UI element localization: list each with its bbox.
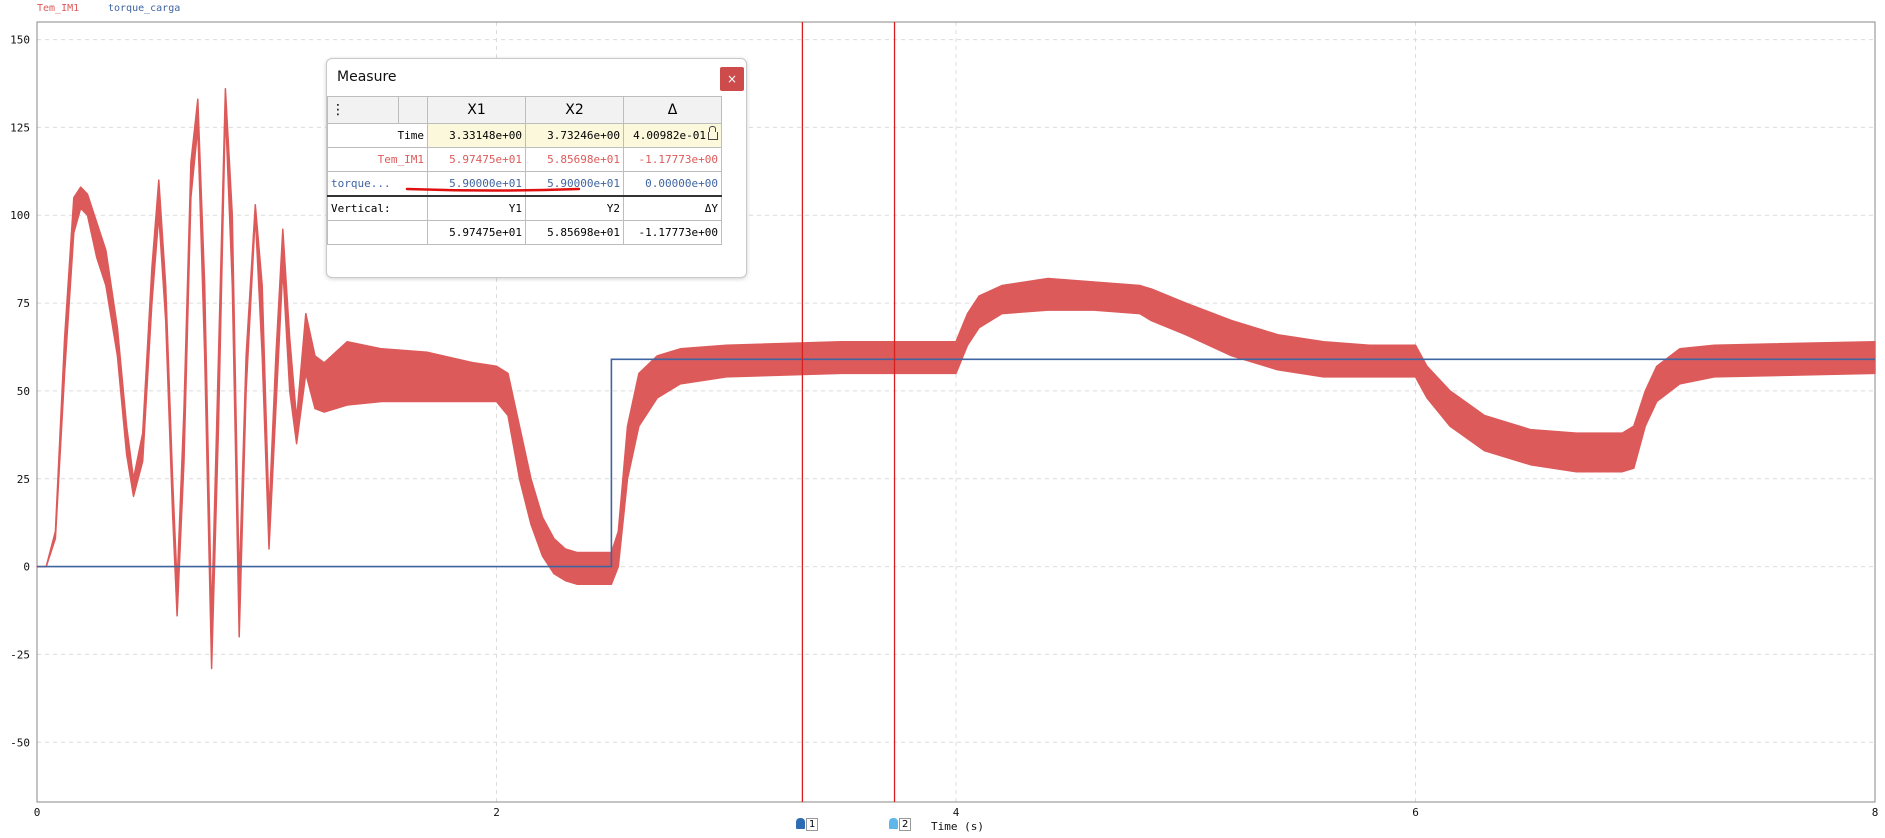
row-label: Tem_IM1 — [327, 147, 428, 172]
vertical-dy: -1.17773e+00 — [623, 220, 722, 245]
legend-label: Tem_IM1 — [37, 3, 80, 14]
row-vertical-header: Vertical: Y1 Y2 ΔY — [327, 195, 722, 221]
chart-grid — [36, 22, 1876, 802]
row-torque: torque... 5.90000e+01 5.90000e+01 0.0000… — [327, 171, 722, 197]
cursor-2-handle[interactable]: 2 — [889, 818, 912, 831]
y-tick-label: -50 — [10, 736, 30, 749]
chart-cursors — [801, 22, 896, 802]
torque-delta: 0.00000e+00 — [623, 171, 722, 197]
cursor-2-label: 2 — [899, 818, 912, 831]
menu-icon[interactable]: ⋮ — [327, 96, 399, 124]
time-x1[interactable]: 3.33148e+00 — [427, 123, 526, 148]
y-tick-label: 75 — [17, 297, 30, 310]
legend-item-tem-im1[interactable]: Tem_IM1 — [37, 3, 79, 14]
row-tem-im1: Tem_IM1 5.97475e+01 5.85698e+01 -1.17773… — [327, 147, 722, 172]
row-time: Time 3.33148e+00 3.73246e+00 4.00982e-01 — [327, 123, 722, 148]
vertical-y2: 5.85698e+01 — [525, 220, 624, 245]
x-tick-label: 0 — [34, 806, 41, 819]
time-delta-cell[interactable]: 4.00982e-01 — [623, 123, 722, 148]
legend-label: torque_carga — [108, 3, 181, 14]
header-spacer — [398, 96, 428, 124]
vertical-y1: 5.97475e+01 — [427, 220, 526, 245]
cursor-1-label: 1 — [806, 818, 819, 831]
measure-table: ⋮ X1 X2 Δ Time 3.33148e+00 3.73246e+00 4… — [327, 96, 722, 245]
series-torque-carga — [37, 358, 1875, 568]
vertical-label: Vertical: — [327, 195, 428, 221]
vertical-h1: Y1 — [427, 195, 526, 221]
y-tick-label: 150 — [10, 34, 30, 47]
measure-header-row: ⋮ X1 X2 Δ — [327, 96, 722, 124]
cursor-1-handle[interactable]: 1 — [796, 818, 819, 831]
time-x2[interactable]: 3.73246e+00 — [525, 123, 624, 148]
tem-delta: -1.17773e+00 — [623, 147, 722, 172]
y-tick-label: 25 — [17, 473, 30, 486]
tem-x1: 5.97475e+01 — [427, 147, 526, 172]
header-x1: X1 — [427, 96, 526, 124]
y-tick-label: 50 — [17, 385, 30, 398]
x-axis-label: Time (s) — [931, 820, 984, 833]
y-tick-label: -25 — [10, 648, 30, 661]
annotation-underline — [405, 187, 581, 192]
header-x2: X2 — [525, 96, 624, 124]
series-tem-im1 — [36, 88, 1876, 670]
x-tick-label: 6 — [1412, 806, 1419, 819]
vertical-h2: Y2 — [525, 195, 624, 221]
row-vertical-values: 5.97475e+01 5.85698e+01 -1.17773e+00 — [327, 220, 722, 245]
torque-x1: 5.90000e+01 — [427, 171, 526, 197]
plot-frame — [36, 21, 1876, 803]
legend-item-torque-carga[interactable]: torque_carga — [108, 3, 180, 14]
close-icon[interactable]: × — [720, 67, 744, 91]
cursor-pin-icon — [889, 818, 898, 829]
measure-window[interactable]: Measure × ⋮ X1 X2 Δ Time 3.33148e+00 3.7… — [326, 58, 747, 278]
lock-icon[interactable] — [708, 126, 718, 140]
chart-axes: 150 125 100 75 50 25 0 -25 -50 0 2 4 6 8 — [10, 21, 1879, 819]
cursor-pin-icon — [796, 818, 805, 829]
y-tick-label: 0 — [23, 561, 30, 574]
y-tick-label: 125 — [10, 121, 30, 134]
chart-series — [36, 88, 1876, 670]
vertical-h3: ΔY — [623, 195, 722, 221]
vertical-empty — [327, 220, 428, 245]
measure-title: Measure — [337, 69, 397, 85]
row-label: Time — [327, 123, 428, 148]
x-tick-label: 2 — [493, 806, 500, 819]
header-delta: Δ — [623, 96, 722, 124]
x-tick-label: 4 — [953, 806, 960, 819]
row-label: torque... — [327, 171, 428, 197]
time-delta: 4.00982e-01 — [633, 129, 706, 142]
x-tick-label: 8 — [1872, 806, 1879, 819]
tem-x2: 5.85698e+01 — [525, 147, 624, 172]
y-tick-label: 100 — [10, 209, 30, 222]
